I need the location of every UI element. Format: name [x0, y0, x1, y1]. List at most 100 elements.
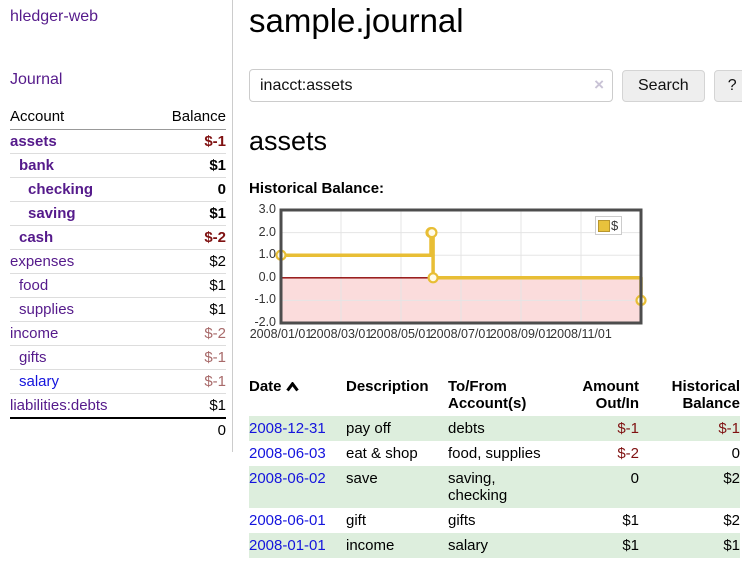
transaction-amount: $-2 — [554, 441, 639, 466]
account-balance: $2 — [149, 250, 226, 274]
transaction-balance: 0 — [639, 441, 740, 466]
account-balance: $-1 — [149, 346, 226, 370]
account-link-bank[interactable]: bank — [19, 157, 54, 174]
sidebar-account-row: checking 0 — [10, 178, 226, 202]
register-table: Date Description To/From Account(s) Amou… — [249, 376, 740, 558]
register-col-date[interactable]: Date — [249, 376, 346, 416]
account-link-supplies[interactable]: supplies — [19, 301, 74, 318]
accounts-col-account: Account — [10, 105, 149, 130]
account-balance: $1 — [149, 298, 226, 322]
table-row: 2008-12-31pay offdebts$-1$-1 — [249, 416, 740, 441]
transaction-date-link[interactable]: 2008-06-02 — [249, 470, 326, 487]
transaction-date-link[interactable]: 2008-06-03 — [249, 445, 326, 462]
transaction-amount: $-1 — [554, 416, 639, 441]
sidebar-account-row: expenses $2 — [10, 250, 226, 274]
sidebar-account-row: gifts $-1 — [10, 346, 226, 370]
transaction-date-link[interactable]: 2008-01-01 — [249, 537, 326, 554]
register-col-date-label: Date — [249, 378, 282, 395]
chart-title: Historical Balance: — [249, 180, 737, 197]
table-row: 2008-06-03eat & shopfood, supplies$-20 — [249, 441, 740, 466]
account-balance: $-2 — [149, 322, 226, 346]
search-input[interactable] — [249, 69, 613, 102]
account-link-cash[interactable]: cash — [19, 229, 53, 246]
y-axis-tick: -1.0 — [249, 292, 276, 306]
transaction-description: eat & shop — [346, 441, 448, 466]
table-row: 2008-01-01incomesalary$1$1 — [249, 533, 740, 558]
y-axis-tick: 3.0 — [249, 202, 276, 216]
transaction-balance: $2 — [639, 508, 740, 533]
help-button[interactable]: ? — [714, 70, 742, 102]
transaction-description: save — [346, 466, 448, 508]
account-link-food[interactable]: food — [19, 277, 48, 294]
search-form: × Search ? — [249, 69, 737, 102]
account-heading: assets — [249, 126, 737, 157]
account-link-expenses[interactable]: expenses — [10, 253, 74, 270]
legend-label: $ — [611, 218, 618, 233]
y-axis-tick: 1.0 — [249, 247, 276, 261]
accounts-table: Account Balance assets $-1 bank $1 checking 0… — [10, 105, 226, 442]
accounts-total-value: 0 — [149, 418, 226, 442]
account-balance: $1 — [149, 274, 226, 298]
sidebar-account-row: cash $-2 — [10, 226, 226, 250]
accounts-total-row: 0 — [10, 418, 226, 442]
account-link-income[interactable]: income — [10, 325, 58, 342]
y-axis-tick: 0.0 — [249, 270, 276, 284]
sidebar-account-row: income $-2 — [10, 322, 226, 346]
transaction-date-link[interactable]: 2008-12-31 — [249, 420, 326, 437]
data-point-marker — [429, 273, 438, 282]
x-axis-tick: 2008/11/01 — [539, 327, 623, 341]
transaction-amount: 0 — [554, 466, 639, 508]
chart-canvas — [249, 207, 742, 347]
register-col-description: Description — [346, 376, 448, 416]
transaction-balance: $-1 — [639, 416, 740, 441]
register-col-amount: Amount Out/In — [554, 376, 639, 416]
account-balance: $1 — [149, 154, 226, 178]
transaction-date-link[interactable]: 2008-06-01 — [249, 512, 326, 529]
sidebar-account-row: salary$-1 — [10, 370, 226, 394]
transaction-description: pay off — [346, 416, 448, 441]
app-root: hledger-web Journal Account Balance asse… — [0, 0, 742, 558]
search-button[interactable]: Search — [622, 70, 705, 102]
clear-search-icon[interactable]: × — [594, 76, 604, 94]
transaction-accounts: salary — [448, 533, 554, 558]
transaction-balance: $1 — [639, 533, 740, 558]
transaction-amount: $1 — [554, 508, 639, 533]
app-brand-link[interactable]: hledger-web — [10, 8, 98, 26]
accounts-col-balance: Balance — [149, 105, 226, 130]
account-balance: $1 — [149, 202, 226, 226]
account-balance: $-2 — [149, 226, 226, 250]
transaction-accounts: saving, checking — [448, 466, 554, 508]
main-content: sample.journal × Search ? assets Histori… — [233, 0, 741, 558]
account-link-gifts[interactable]: gifts — [19, 349, 47, 366]
account-link-saving[interactable]: saving — [28, 205, 76, 222]
register-header-row: Date Description To/From Account(s) Amou… — [249, 376, 740, 416]
legend-swatch-icon — [598, 220, 610, 232]
transaction-accounts: gifts — [448, 508, 554, 533]
sidebar: hledger-web Journal Account Balance asse… — [0, 0, 233, 452]
sidebar-account-row: supplies $1 — [10, 298, 226, 322]
transaction-description: gift — [346, 508, 448, 533]
sidebar-account-row: liabilities:debts $1 — [10, 394, 226, 419]
account-balance: $1 — [149, 394, 226, 419]
page-title: sample.journal — [249, 2, 737, 40]
transaction-accounts: debts — [448, 416, 554, 441]
account-link-checking[interactable]: checking — [28, 181, 93, 198]
account-link-liabilities-debts[interactable]: liabilities:debts — [10, 397, 108, 414]
account-link-salary[interactable]: salary — [19, 373, 59, 390]
table-row: 2008-06-01 giftgifts$1$2 — [249, 508, 740, 533]
register-col-accounts: To/From Account(s) — [448, 376, 554, 416]
sidebar-account-row: bank $1 — [10, 154, 226, 178]
sidebar-item-journal[interactable]: Journal — [10, 71, 62, 88]
register-col-balance: Historical Balance — [639, 376, 740, 416]
transaction-description: income — [346, 533, 448, 558]
table-row: 2008-06-02 savesaving, checking0$2 — [249, 466, 740, 508]
data-point-marker — [427, 228, 436, 237]
transaction-balance: $2 — [639, 466, 740, 508]
account-link-assets[interactable]: assets — [10, 133, 57, 150]
account-balance: $-1 — [149, 130, 226, 154]
account-balance: 0 — [149, 178, 226, 202]
sidebar-account-row: saving $1 — [10, 202, 226, 226]
y-axis-tick: 2.0 — [249, 225, 276, 239]
historical-balance-chart: 3.02.01.00.0-1.0-2.02008/01/012008/03/01… — [249, 207, 742, 349]
sidebar-account-row: assets $-1 — [10, 130, 226, 154]
